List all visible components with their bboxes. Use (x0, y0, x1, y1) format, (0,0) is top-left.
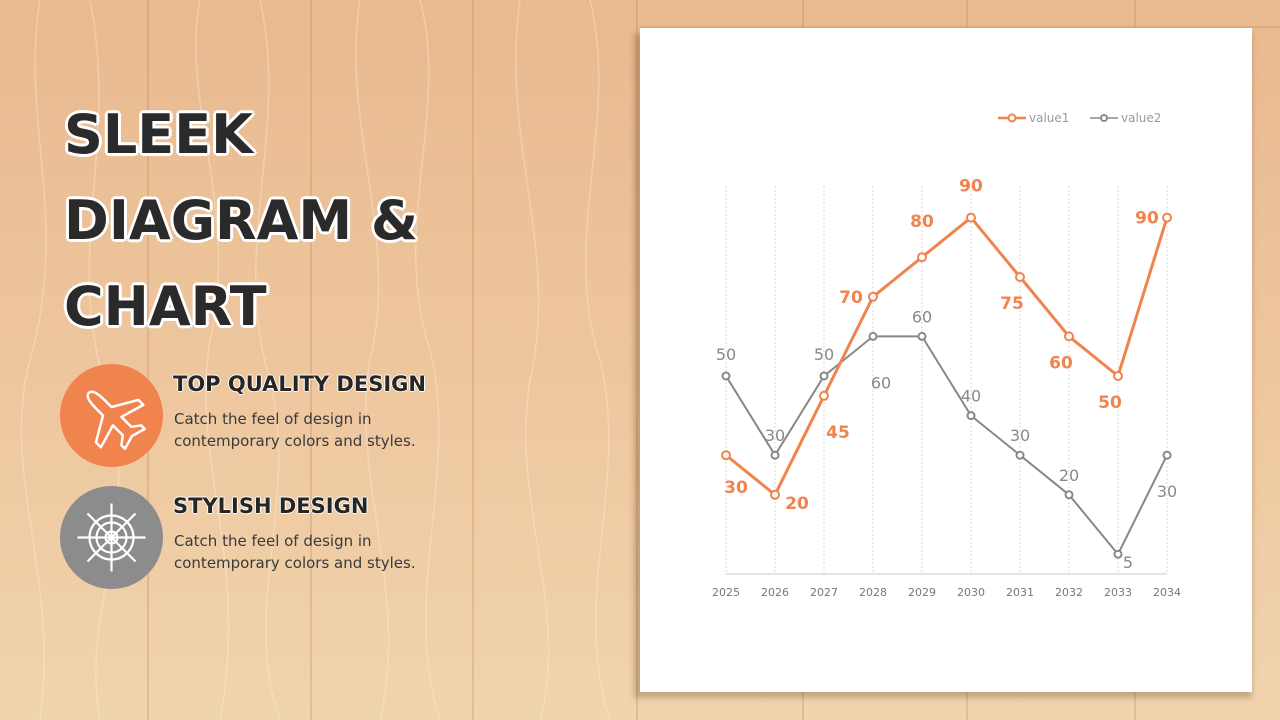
data-label-value1: 30 (724, 478, 748, 498)
legend-marker-value2 (1100, 114, 1108, 122)
series-line-value1 (725, 216, 1169, 497)
data-label-value2: 20 (1059, 466, 1079, 485)
data-label-value2: 5 (1123, 553, 1133, 572)
chart-panel: 2025 2026 2027 2028 2029 2030 2031 2032 2033 2034… (640, 28, 1252, 692)
data-point-value1 (966, 212, 976, 223)
data-label-value2: 60 (912, 307, 932, 326)
data-label-value2: 40 (961, 387, 981, 406)
feature-icon-circle (60, 486, 163, 589)
line-chart: 2025 2026 2027 2028 2029 2030 2031 2032 2033 2034… (712, 111, 1181, 599)
airplane-icon (86, 390, 146, 450)
data-point-value2 (721, 371, 731, 381)
data-label-value2: 50 (814, 345, 834, 364)
data-label-value1: 90 (959, 177, 983, 197)
data-label-value1: 60 (1049, 353, 1073, 373)
x-tick-label: 2034 (1153, 586, 1181, 599)
data-point-value2 (1015, 450, 1025, 460)
data-label-value1: 50 (1098, 393, 1122, 413)
feature-stylish: STYLISH DESIGN Catch the feel of design … (60, 486, 480, 590)
feature-top-quality: TOP QUALITY DESIGN Catch the feel of des… (60, 364, 480, 468)
data-point-value2 (1113, 549, 1123, 559)
data-label-value2: 30 (1157, 482, 1177, 501)
data-point-value1 (819, 390, 829, 401)
data-point-value2 (966, 411, 976, 421)
data-point-value2 (770, 450, 780, 460)
data-point-value1 (917, 252, 927, 263)
x-tick-label: 2032 (1055, 586, 1083, 599)
series-line-value2 (725, 335, 1168, 556)
x-tick-label: 2033 (1104, 586, 1132, 599)
data-point-value2 (1064, 490, 1074, 500)
data-label-value1: 45 (826, 423, 850, 443)
title-line-3: CHART (64, 275, 267, 338)
x-tick-label: 2027 (810, 586, 838, 599)
data-point-value2 (1162, 450, 1172, 460)
x-tick-label: 2026 (761, 586, 789, 599)
feature-description: Catch the feel of design in contemporary… (174, 532, 416, 572)
data-label-value1: 75 (1000, 294, 1024, 314)
data-point-value2 (868, 331, 878, 341)
data-label-value2: 30 (1010, 426, 1030, 445)
x-tick-label: 2025 (712, 586, 740, 599)
feature-description: Catch the feel of design in contemporary… (174, 410, 416, 450)
data-point-value1 (1015, 272, 1025, 282)
title-line-1: SLEEK (64, 103, 253, 166)
x-tick-label: 2030 (957, 586, 985, 599)
title-line-2: DIAGRAM & (64, 189, 419, 252)
data-label-value2: 50 (716, 345, 736, 364)
x-tick-label: 2031 (1006, 586, 1034, 599)
legend-label-value2: value2 (1121, 111, 1161, 125)
feature-title: STYLISH DESIGN (173, 494, 369, 518)
data-point-value1 (1064, 331, 1074, 342)
data-label-value1: 90 (1135, 209, 1159, 229)
data-point-value1 (770, 489, 780, 500)
legend-label-value1: value1 (1029, 111, 1069, 125)
ship-wheel-icon (77, 503, 146, 572)
data-point-value1 (1113, 371, 1123, 381)
page-title: SLEEK DIAGRAM & CHART (64, 92, 504, 350)
data-point-value1 (721, 450, 731, 461)
data-label-value1: 20 (785, 494, 809, 514)
data-point-value1 (868, 291, 878, 302)
data-label-value2: 60 (871, 373, 891, 392)
data-label-value1: 80 (910, 212, 934, 232)
data-point-value2 (917, 331, 927, 341)
x-tick-label: 2029 (908, 586, 936, 599)
legend-marker-value1 (1007, 113, 1017, 123)
x-tick-label: 2028 (859, 586, 887, 599)
data-label-value1: 70 (839, 288, 863, 308)
data-point-value1 (1162, 212, 1172, 223)
feature-title: TOP QUALITY DESIGN (173, 372, 426, 396)
feature-icon-circle (60, 364, 163, 467)
data-label-value2: 30 (765, 426, 785, 445)
data-point-value2 (819, 371, 829, 381)
